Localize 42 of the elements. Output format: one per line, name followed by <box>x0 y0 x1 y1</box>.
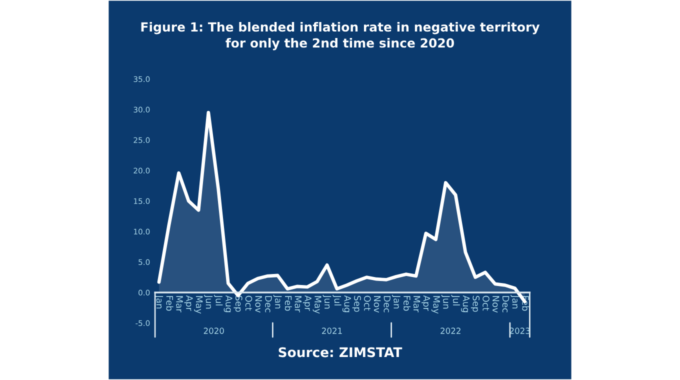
x-tick-label: Jan <box>510 294 519 308</box>
x-tick-label: Dec <box>502 296 510 312</box>
x-tick-label: Jan <box>392 294 400 308</box>
x-tick-label: Dec <box>265 296 272 312</box>
x-tick-label: Jun <box>204 294 213 309</box>
x-tick-label: Jun <box>441 294 450 309</box>
x-tick-label: Aug <box>342 295 351 312</box>
text: 2021 <box>322 328 342 334</box>
x-tick-label: Dec <box>384 296 390 312</box>
source-note: Source: ZIMSTAT <box>278 347 402 358</box>
x-tick-label: Feb <box>284 296 292 311</box>
text: 2020 <box>204 328 224 334</box>
x-tick-label: Jul <box>214 294 223 306</box>
x-tick-label: May <box>194 296 203 314</box>
x-tick-label: Mar <box>176 296 183 312</box>
x-tick-label: Aug <box>224 295 232 312</box>
x-tick-label: Feb <box>166 296 174 311</box>
x-tick-label: Sep <box>352 296 361 312</box>
x-tick-label: Sep <box>470 296 480 312</box>
x-tick-label: Jul <box>332 294 342 306</box>
text: 2022 <box>440 328 460 334</box>
x-tick-label: Oct <box>245 296 252 311</box>
x-tick-label: Nov <box>255 296 262 313</box>
x-tick-label: Apr <box>302 295 312 311</box>
x-tick-label: Oct <box>482 296 490 311</box>
x-tick-label: Apr <box>422 295 430 311</box>
x-tick-label: Sep <box>234 296 242 312</box>
x-tick-label: May <box>431 296 440 314</box>
x-tick-label: May <box>312 296 322 314</box>
x-tick-label: Jan <box>154 294 164 308</box>
x-tick-label: Jul <box>451 294 460 306</box>
chart-title: Figure 1: The blended inflation rate in negative territory for only the 2nd time since 2020 <box>141 22 540 50</box>
x-tick-label: Nov <box>492 296 500 313</box>
x-tick-label: Feb <box>404 296 411 311</box>
x-tick-label: Oct <box>364 296 371 311</box>
x-tick-label: Nov <box>374 296 381 313</box>
x-tick-label: Aug <box>461 295 470 312</box>
x-tick-label: Mar <box>294 296 302 312</box>
x-tick-label: Jun <box>322 294 332 309</box>
x-tick-label: Jan <box>273 294 282 308</box>
x-tick-label: Mar <box>413 296 420 312</box>
x-tick-label: Apr <box>184 295 193 311</box>
